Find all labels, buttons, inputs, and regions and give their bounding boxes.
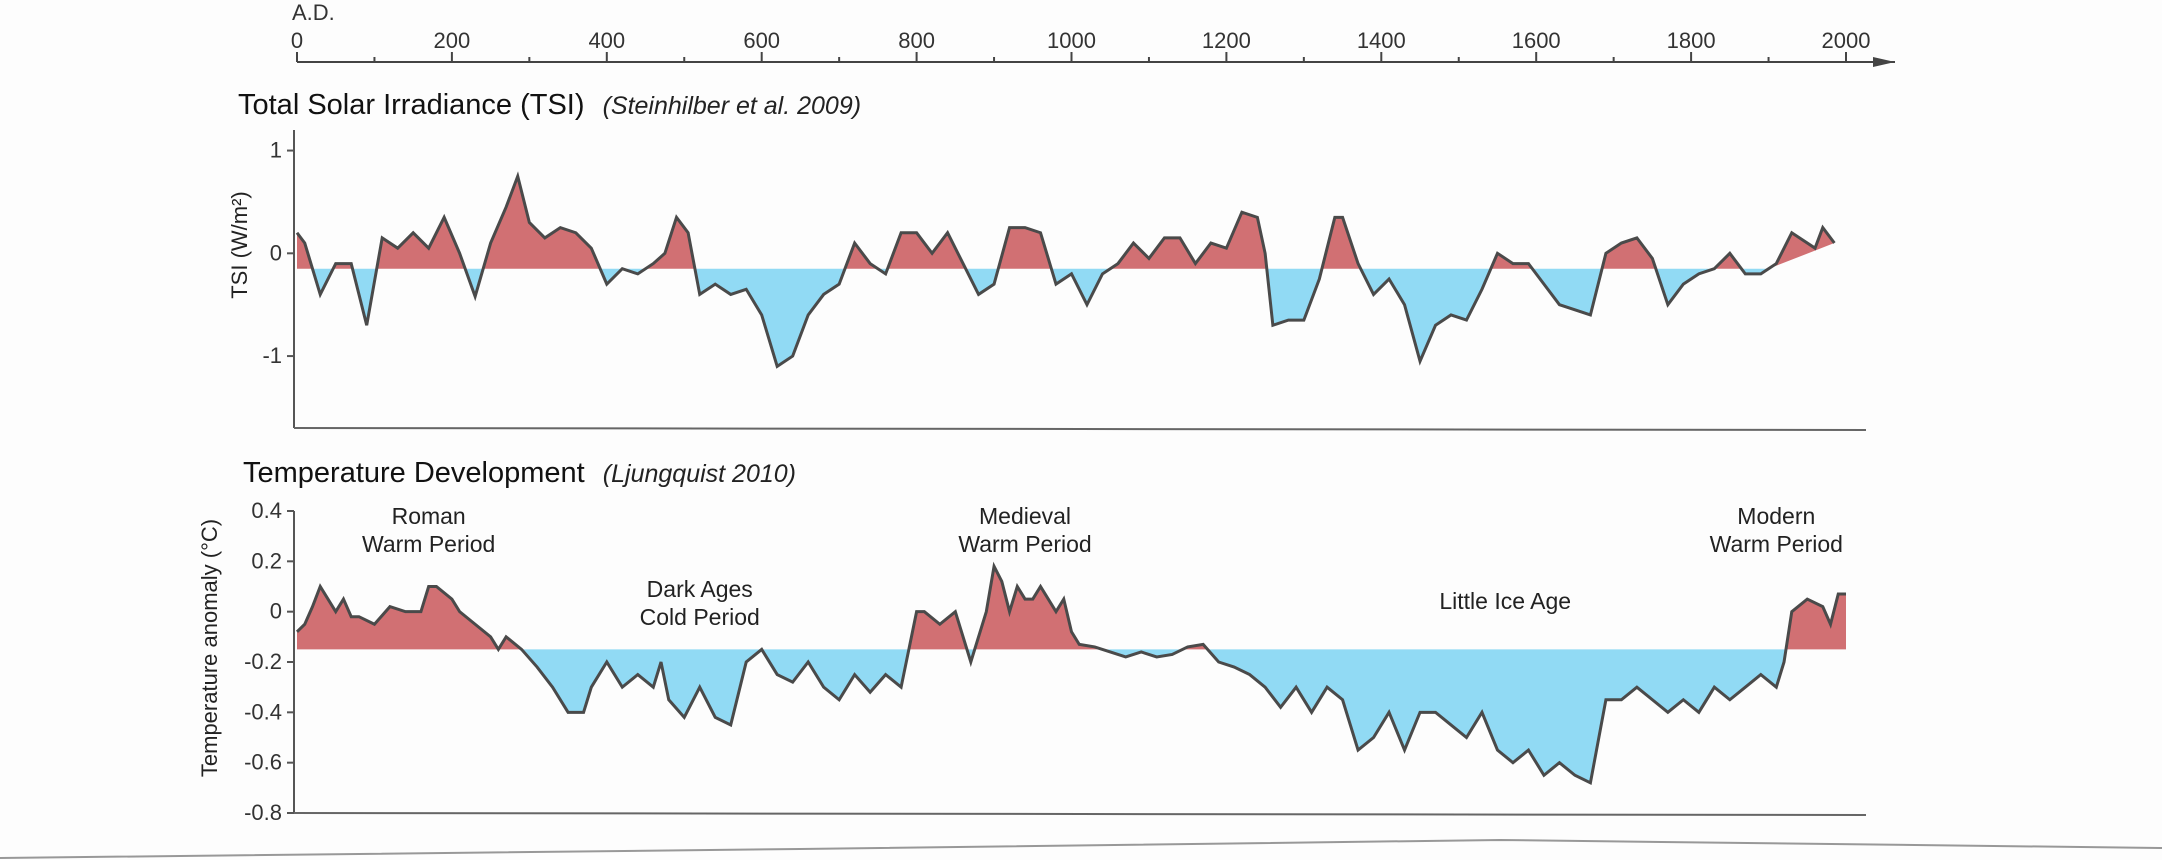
tsi-y-axis-label: TSI (W/m²) bbox=[227, 191, 252, 299]
warm-anomaly-area bbox=[908, 611, 967, 650]
tsi-title: Total Solar Irradiance (TSI) (Steinhilbe… bbox=[238, 89, 861, 121]
cold-anomaly-area bbox=[1360, 268, 1491, 362]
period-label-line: Warm Period bbox=[958, 531, 1091, 557]
tsi-panel: Total Solar Irradiance (TSI) (Steinhilbe… bbox=[227, 89, 1867, 431]
top-axis-tick-label: 1200 bbox=[1202, 28, 1251, 53]
warm-anomaly-area bbox=[998, 227, 1052, 269]
cold-anomaly-area bbox=[761, 649, 909, 700]
top-axis-tick-label: 1000 bbox=[1047, 28, 1096, 53]
y-axis-tick-label: 0.4 bbox=[251, 498, 282, 523]
period-label-line: Modern bbox=[1737, 503, 1815, 529]
period-label-line: Cold Period bbox=[640, 604, 760, 630]
tsi-source-text: (Steinhilber et al. 2009) bbox=[603, 92, 861, 120]
temp-series-line bbox=[295, 561, 1846, 786]
y-axis-tick-label: -0.6 bbox=[244, 750, 282, 775]
warm-anomaly-area bbox=[1785, 594, 1846, 650]
tsi-axes: 1 0 -1 bbox=[262, 130, 1867, 431]
top-axis-tick-label: 200 bbox=[434, 28, 471, 53]
warm-anomaly-area bbox=[1768, 227, 1835, 269]
temp-axes: 0.4 0.2 0 -0.2 -0.4 -0.6 -0.8 bbox=[244, 498, 1867, 825]
temp-title-text: Temperature Development bbox=[243, 457, 585, 489]
tsi-area-fills bbox=[297, 176, 1835, 367]
warm-anomaly-area bbox=[483, 176, 601, 269]
period-label-line: Warm Period bbox=[1710, 531, 1843, 557]
x-axis-line bbox=[293, 427, 1867, 431]
cold-anomaly-area bbox=[521, 649, 762, 725]
warm-anomaly-area bbox=[1714, 253, 1742, 269]
cold-anomaly-area bbox=[965, 268, 999, 295]
warm-anomaly-area bbox=[887, 232, 966, 269]
period-label-line: Roman bbox=[392, 503, 466, 529]
tsi-series-line bbox=[295, 171, 1836, 369]
y-axis-tick-label: -1 bbox=[262, 343, 282, 368]
temp-source-text: (Ljungquist 2010) bbox=[603, 460, 796, 488]
top-axis-tick-label: 1400 bbox=[1357, 28, 1406, 53]
y-axis-tick-label: -0.8 bbox=[244, 800, 282, 825]
period-label-line: Little Ice Age bbox=[1439, 588, 1571, 614]
page-edge-line bbox=[0, 838, 2162, 859]
temp-area-fills bbox=[297, 566, 1846, 783]
warm-anomaly-area bbox=[297, 586, 522, 650]
warm-anomaly-area bbox=[974, 566, 1103, 650]
period-label: Dark Ages Cold Period bbox=[640, 576, 760, 630]
y-axis-tick-label: 0.2 bbox=[251, 548, 282, 573]
period-label: Little Ice Age bbox=[1439, 588, 1571, 614]
top-axis-tick-label: 600 bbox=[743, 28, 780, 53]
top-axis-ticks: 0 200 400 600 800 1000 1200 1400 1600 1800 2000 bbox=[291, 28, 1895, 67]
period-label: Medieval Warm Period bbox=[958, 503, 1091, 557]
warm-anomaly-area bbox=[376, 217, 466, 269]
period-label-line: Dark Ages bbox=[647, 576, 753, 602]
top-axis-tick-label: 0 bbox=[291, 28, 303, 53]
top-axis-tick-label: 1600 bbox=[1512, 28, 1561, 53]
y-axis-tick-label: 1 bbox=[270, 138, 282, 163]
cold-anomaly-area bbox=[352, 268, 377, 326]
period-label-line: Medieval bbox=[979, 503, 1071, 529]
cold-anomaly-area bbox=[694, 268, 845, 367]
temp-panel: Temperature Development (Ljungquist 2010… bbox=[197, 457, 1867, 825]
warm-anomaly-area bbox=[1110, 212, 1267, 269]
x-axis-line bbox=[293, 812, 1867, 816]
y-axis-tick-label: -0.4 bbox=[244, 699, 282, 724]
period-label: Roman Warm Period bbox=[362, 503, 495, 557]
cold-anomaly-area bbox=[1532, 268, 1603, 315]
temp-y-axis-label: Temperature anomaly (°C) bbox=[197, 519, 222, 777]
cold-anomaly-area bbox=[1051, 268, 1111, 305]
period-label-line: Warm Period bbox=[362, 531, 495, 557]
top-axis-tick-label: 400 bbox=[588, 28, 625, 53]
temp-title: Temperature Development (Ljungquist 2010… bbox=[243, 457, 796, 489]
y-axis-tick-label: 0 bbox=[270, 599, 282, 624]
cold-anomaly-area bbox=[312, 268, 334, 295]
cold-anomaly-area bbox=[465, 268, 484, 297]
tsi-title-text: Total Solar Irradiance (TSI) bbox=[238, 89, 585, 121]
top-axis-tick-label: 800 bbox=[898, 28, 935, 53]
cold-anomaly-area bbox=[1266, 268, 1322, 326]
warm-anomaly-area bbox=[645, 217, 695, 269]
period-label: Modern Warm Period bbox=[1710, 503, 1843, 557]
top-axis-tick-label: 1800 bbox=[1667, 28, 1716, 53]
top-axis-label: A.D. bbox=[292, 0, 335, 25]
top-axis: A.D. 0 200 400 600 800 1000 1200 1400 1600 1800 20… bbox=[291, 0, 1895, 67]
y-axis-tick-label: 0 bbox=[270, 240, 282, 265]
y-axis-tick-label: -0.2 bbox=[244, 649, 282, 674]
cold-anomaly-area bbox=[1655, 268, 1715, 305]
top-axis-tick-label: 2000 bbox=[1822, 28, 1871, 53]
cold-anomaly-area bbox=[1207, 649, 1786, 783]
top-axis-arrow-icon bbox=[1873, 57, 1895, 67]
